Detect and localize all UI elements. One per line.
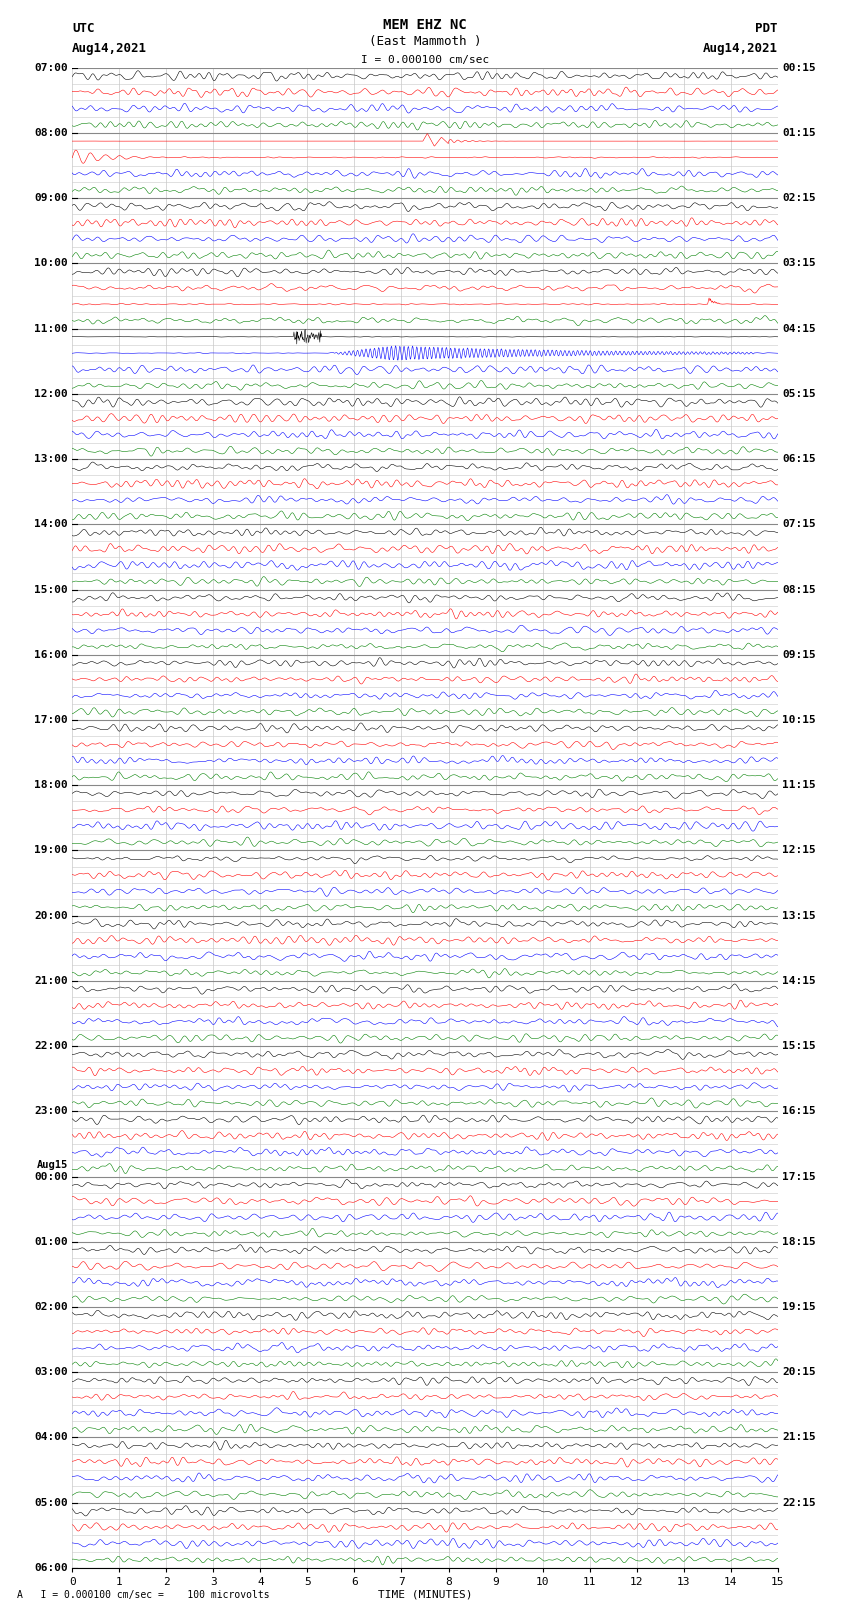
Text: 21:00: 21:00 bbox=[34, 976, 68, 986]
Text: 18:00: 18:00 bbox=[34, 781, 68, 790]
Text: MEM EHZ NC: MEM EHZ NC bbox=[383, 18, 467, 32]
Text: 04:00: 04:00 bbox=[34, 1432, 68, 1442]
Text: UTC: UTC bbox=[72, 23, 94, 35]
Text: 00:00: 00:00 bbox=[34, 1171, 68, 1181]
Text: (East Mammoth ): (East Mammoth ) bbox=[369, 35, 481, 48]
Text: A   I = 0.000100 cm/sec =    100 microvolts: A I = 0.000100 cm/sec = 100 microvolts bbox=[17, 1590, 269, 1600]
Text: 06:15: 06:15 bbox=[782, 455, 816, 465]
Text: 14:00: 14:00 bbox=[34, 519, 68, 529]
Text: 06:00: 06:00 bbox=[34, 1563, 68, 1573]
Text: 22:00: 22:00 bbox=[34, 1040, 68, 1052]
Text: 10:00: 10:00 bbox=[34, 258, 68, 268]
Text: 08:00: 08:00 bbox=[34, 127, 68, 139]
Text: 03:15: 03:15 bbox=[782, 258, 816, 268]
Text: Aug15: Aug15 bbox=[37, 1160, 68, 1169]
Text: 17:15: 17:15 bbox=[782, 1171, 816, 1181]
Text: 19:15: 19:15 bbox=[782, 1302, 816, 1311]
Text: 10:15: 10:15 bbox=[782, 715, 816, 724]
Text: 16:00: 16:00 bbox=[34, 650, 68, 660]
Text: 13:00: 13:00 bbox=[34, 455, 68, 465]
Text: 07:15: 07:15 bbox=[782, 519, 816, 529]
Text: I = 0.000100 cm/sec: I = 0.000100 cm/sec bbox=[361, 55, 489, 65]
Text: 05:00: 05:00 bbox=[34, 1497, 68, 1508]
Text: 03:00: 03:00 bbox=[34, 1368, 68, 1378]
Text: 08:15: 08:15 bbox=[782, 584, 816, 595]
Text: 13:15: 13:15 bbox=[782, 911, 816, 921]
Text: 11:00: 11:00 bbox=[34, 324, 68, 334]
Text: 01:15: 01:15 bbox=[782, 127, 816, 139]
Text: 15:15: 15:15 bbox=[782, 1040, 816, 1052]
Text: 01:00: 01:00 bbox=[34, 1237, 68, 1247]
X-axis label: TIME (MINUTES): TIME (MINUTES) bbox=[377, 1590, 473, 1600]
Text: 00:15: 00:15 bbox=[782, 63, 816, 73]
Text: 15:00: 15:00 bbox=[34, 584, 68, 595]
Text: 21:15: 21:15 bbox=[782, 1432, 816, 1442]
Text: 14:15: 14:15 bbox=[782, 976, 816, 986]
Text: 04:15: 04:15 bbox=[782, 324, 816, 334]
Text: 17:00: 17:00 bbox=[34, 715, 68, 724]
Text: 16:15: 16:15 bbox=[782, 1107, 816, 1116]
Text: 19:00: 19:00 bbox=[34, 845, 68, 855]
Text: 12:00: 12:00 bbox=[34, 389, 68, 398]
Text: 07:00: 07:00 bbox=[34, 63, 68, 73]
Text: Aug14,2021: Aug14,2021 bbox=[72, 42, 147, 55]
Text: 02:00: 02:00 bbox=[34, 1302, 68, 1311]
Text: 05:15: 05:15 bbox=[782, 389, 816, 398]
Text: 22:15: 22:15 bbox=[782, 1497, 816, 1508]
Text: 09:15: 09:15 bbox=[782, 650, 816, 660]
Text: Aug14,2021: Aug14,2021 bbox=[703, 42, 778, 55]
Text: 11:15: 11:15 bbox=[782, 781, 816, 790]
Text: 20:15: 20:15 bbox=[782, 1368, 816, 1378]
Text: 20:00: 20:00 bbox=[34, 911, 68, 921]
Text: 18:15: 18:15 bbox=[782, 1237, 816, 1247]
Text: 12:15: 12:15 bbox=[782, 845, 816, 855]
Text: 23:00: 23:00 bbox=[34, 1107, 68, 1116]
Text: 02:15: 02:15 bbox=[782, 194, 816, 203]
Text: PDT: PDT bbox=[756, 23, 778, 35]
Text: 09:00: 09:00 bbox=[34, 194, 68, 203]
